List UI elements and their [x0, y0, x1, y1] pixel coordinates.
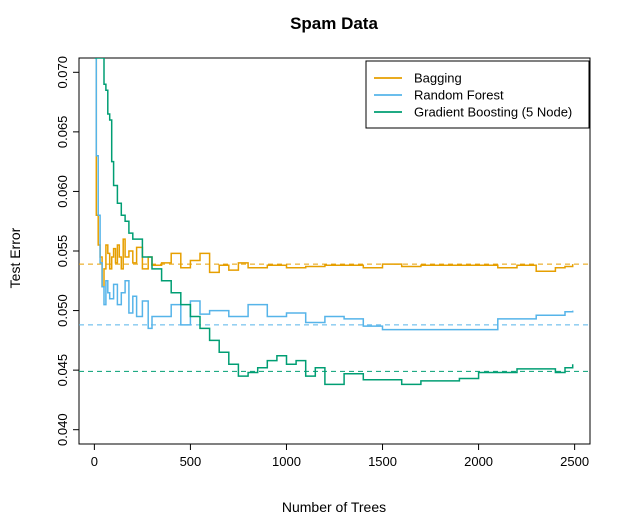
y-axis-label: Test Error [7, 227, 23, 288]
y-tick-label: 0.065 [55, 116, 70, 149]
reference-lines [79, 263, 590, 372]
series-lines [94, 58, 574, 386]
y-axis-ticks: 0.040 0.045 0.050 0.055 0.060 0.065 0.070 [55, 56, 79, 446]
legend: Bagging Random Forest Gradient Boosting (5… [365, 60, 590, 129]
chart-title: Spam Data [290, 14, 378, 33]
x-axis-label: Number of Trees [282, 499, 386, 515]
legend-label: Gradient Boosting (5 Node) [414, 105, 572, 120]
y-tick-label: 0.045 [55, 354, 70, 387]
y-tick-label: 0.050 [55, 294, 70, 327]
x-tick-label: 0 [91, 454, 98, 469]
y-tick-label: 0.040 [55, 413, 70, 446]
x-tick-label: 2500 [560, 454, 589, 469]
y-tick-label: 0.070 [55, 56, 70, 89]
series-line [94, 58, 574, 386]
x-axis-ticks: 0 500 1000 1500 2000 2500 [91, 444, 589, 469]
x-tick-label: 500 [180, 454, 202, 469]
legend-box [365, 60, 590, 129]
y-tick-label: 0.055 [55, 235, 70, 268]
series-line [94, 58, 574, 288]
x-tick-label: 2000 [464, 454, 493, 469]
legend-label: Random Forest [414, 88, 504, 103]
legend-label: Bagging [414, 71, 462, 86]
x-tick-label: 1500 [368, 454, 397, 469]
x-tick-label: 1000 [272, 454, 301, 469]
y-tick-label: 0.060 [55, 175, 70, 208]
